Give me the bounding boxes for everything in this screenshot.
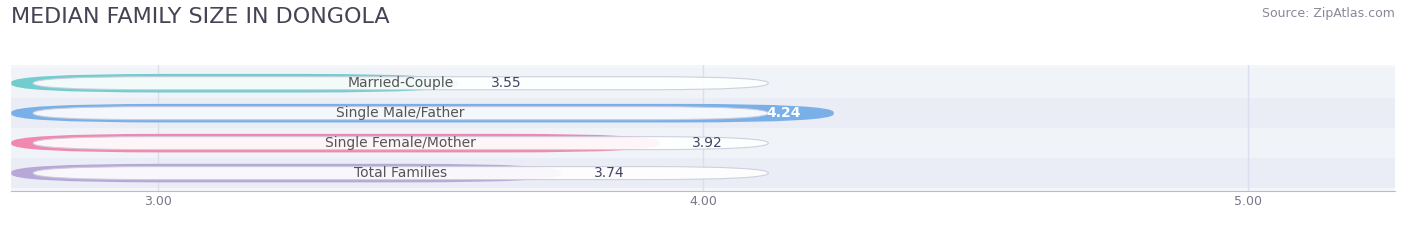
Text: Single Male/Father: Single Male/Father (336, 106, 465, 120)
FancyBboxPatch shape (32, 167, 768, 180)
FancyBboxPatch shape (11, 104, 834, 123)
Bar (11, 128, 1395, 158)
Text: Single Female/Mother: Single Female/Mother (325, 136, 477, 150)
FancyBboxPatch shape (32, 77, 768, 90)
Text: 4.24: 4.24 (766, 106, 801, 120)
Text: 3.92: 3.92 (692, 136, 723, 150)
FancyBboxPatch shape (32, 107, 768, 120)
Bar (11, 68, 1395, 98)
FancyBboxPatch shape (32, 137, 768, 150)
Text: MEDIAN FAMILY SIZE IN DONGOLA: MEDIAN FAMILY SIZE IN DONGOLA (11, 7, 389, 27)
FancyBboxPatch shape (11, 164, 561, 182)
FancyBboxPatch shape (11, 134, 659, 152)
Text: Total Families: Total Families (354, 166, 447, 180)
Text: 3.55: 3.55 (491, 76, 522, 90)
Text: Source: ZipAtlas.com: Source: ZipAtlas.com (1261, 7, 1395, 20)
Text: Married-Couple: Married-Couple (347, 76, 454, 90)
FancyBboxPatch shape (11, 74, 458, 93)
Bar (11, 158, 1395, 188)
Bar (11, 98, 1395, 128)
Text: 3.74: 3.74 (595, 166, 624, 180)
